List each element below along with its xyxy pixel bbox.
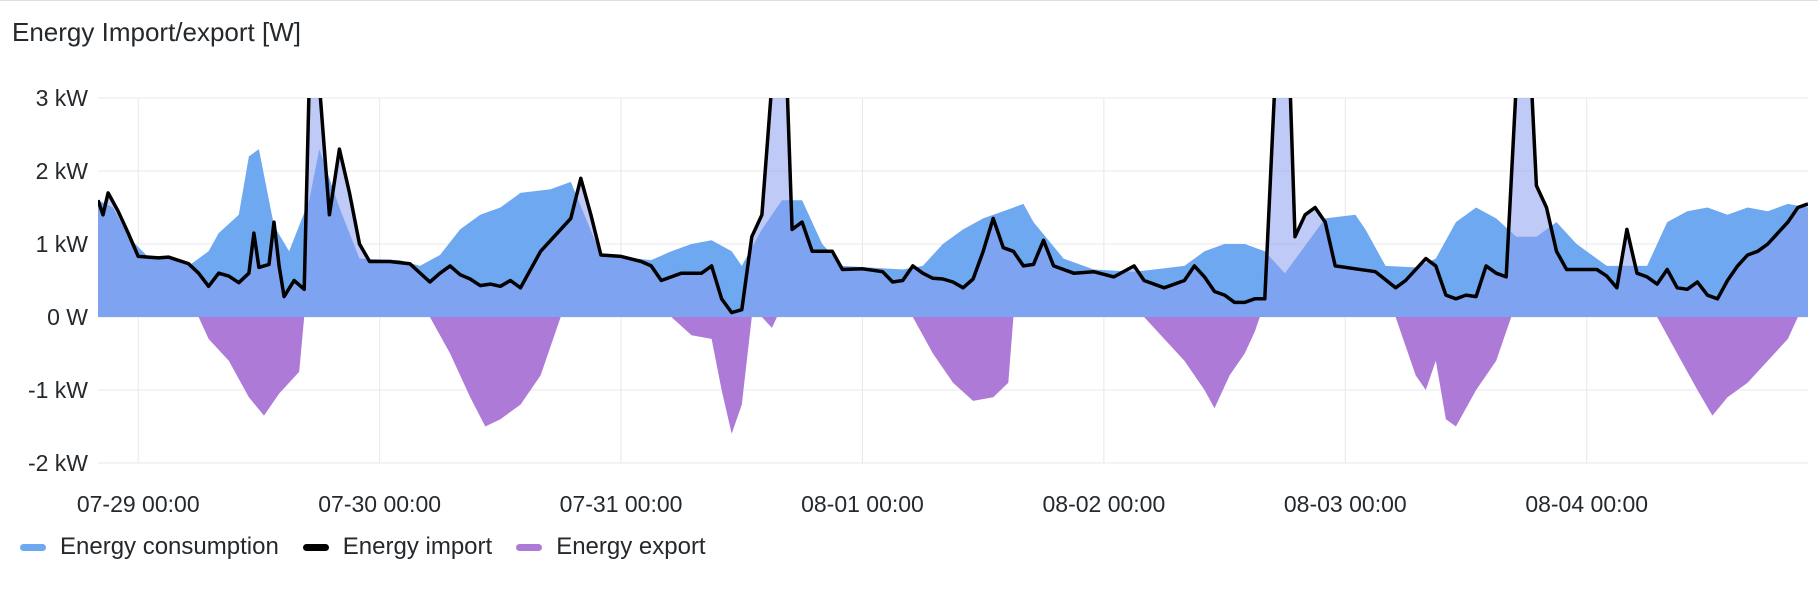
x-tick-label: 07-30 00:00 bbox=[318, 491, 441, 517]
chart-legend: Energy consumption Energy import Energy ex… bbox=[20, 533, 730, 561]
y-tick-label: -2 kW bbox=[28, 450, 88, 476]
y-tick-label: 3 kW bbox=[36, 85, 89, 111]
legend-item[interactable]: Energy import bbox=[302, 533, 493, 561]
import-line bbox=[98, 98, 1808, 315]
x-tick-label: 07-31 00:00 bbox=[560, 491, 683, 517]
x-tick-label: 08-03 00:00 bbox=[1284, 491, 1407, 517]
legend-swatch bbox=[302, 543, 329, 551]
x-tick-label: 07-29 00:00 bbox=[77, 491, 200, 517]
legend-label: Energy export bbox=[556, 533, 706, 560]
import-fill bbox=[98, 98, 1808, 317]
y-tick-label: 0 W bbox=[47, 304, 88, 330]
legend-item[interactable]: Energy export bbox=[516, 533, 706, 561]
legend-swatch bbox=[516, 543, 543, 551]
legend-label: Energy consumption bbox=[60, 533, 279, 560]
export-area bbox=[198, 317, 1798, 434]
panel-title: Energy Import/export [W] bbox=[12, 17, 301, 47]
x-tick-label: 08-01 00:00 bbox=[801, 491, 924, 517]
legend-item[interactable]: Energy consumption bbox=[20, 533, 279, 561]
y-tick-label: -1 kW bbox=[28, 377, 88, 403]
y-tick-label: 2 kW bbox=[36, 158, 89, 184]
y-tick-label: 1 kW bbox=[36, 231, 89, 257]
x-tick-label: 08-02 00:00 bbox=[1042, 491, 1165, 517]
legend-label: Energy import bbox=[342, 533, 493, 560]
x-tick-label: 08-04 00:00 bbox=[1525, 491, 1648, 517]
legend-swatch bbox=[20, 543, 46, 551]
